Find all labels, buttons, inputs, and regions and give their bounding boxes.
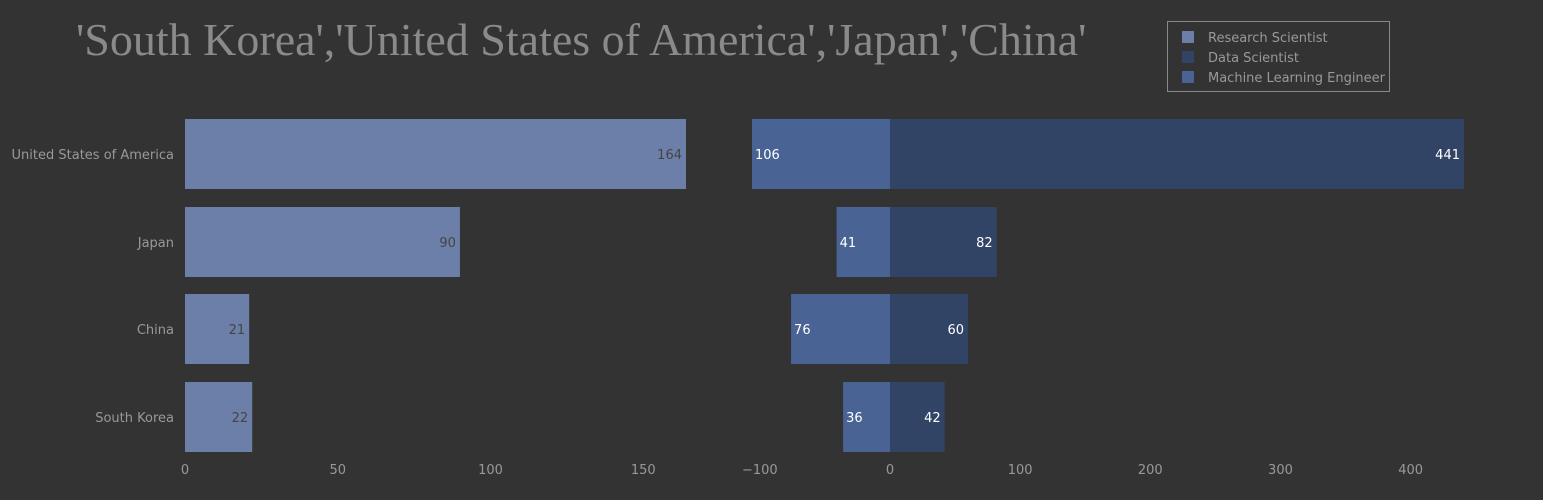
bar-research-scientist-japan bbox=[185, 207, 460, 277]
data-label-data-scientist-south-korea: 42 bbox=[924, 411, 941, 426]
bar-research-scientist-south-korea bbox=[185, 382, 253, 452]
data-label-research-scientist-united-states-of-america: 164 bbox=[657, 148, 682, 163]
data-label-data-scientist-japan: 82 bbox=[976, 236, 993, 251]
data-label-research-scientist-japan: 90 bbox=[439, 236, 456, 251]
legend[interactable]: Research Scientist Data Scientist Machine … bbox=[1167, 21, 1390, 92]
x-tick-left-1: 50 bbox=[329, 463, 346, 478]
left-panel: United States of America Japan China South … bbox=[12, 119, 686, 478]
bar-machine-learning-engineer-south-korea bbox=[843, 382, 890, 452]
data-label-machine-learning-engineer-china: 76 bbox=[794, 323, 811, 338]
legend-label-data-scientist[interactable]: Data Scientist bbox=[1208, 51, 1299, 66]
data-label-research-scientist-south-korea: 22 bbox=[232, 411, 249, 426]
category-label-united-states-of-america: United States of America bbox=[12, 148, 174, 163]
data-label-data-scientist-china: 60 bbox=[948, 323, 965, 338]
x-tick-right-0: −100 bbox=[742, 463, 778, 478]
x-tick-right-5: 400 bbox=[1398, 463, 1423, 478]
x-tick-right-1: 0 bbox=[886, 463, 894, 478]
bar-data-scientist-south-korea bbox=[889, 382, 945, 452]
right-panel: 441 82 60 42 106 41 76 36 −100 0 100 200 300 400 bbox=[742, 119, 1464, 478]
bar-machine-learning-engineer-united-states-of-america bbox=[752, 119, 890, 189]
bar-research-scientist-united-states-of-america bbox=[185, 119, 686, 189]
bar-data-scientist-china bbox=[889, 294, 969, 364]
x-tick-left-3: 150 bbox=[631, 463, 656, 478]
chart-title: 'South Korea','United States of America'… bbox=[76, 14, 1086, 65]
x-tick-right-2: 100 bbox=[1008, 463, 1033, 478]
x-tick-left-0: 0 bbox=[181, 463, 189, 478]
bar-machine-learning-engineer-japan bbox=[836, 207, 890, 277]
legend-swatch-data-scientist[interactable] bbox=[1182, 51, 1194, 63]
data-label-machine-learning-engineer-japan: 41 bbox=[840, 236, 857, 251]
x-tick-right-4: 300 bbox=[1268, 463, 1293, 478]
data-label-machine-learning-engineer-united-states-of-america: 106 bbox=[755, 148, 780, 163]
bar-research-scientist-china bbox=[185, 294, 250, 364]
data-label-research-scientist-china: 21 bbox=[229, 323, 246, 338]
category-label-china: China bbox=[137, 323, 174, 338]
legend-swatch-research-scientist[interactable] bbox=[1182, 31, 1194, 43]
bar-data-scientist-japan bbox=[889, 207, 997, 277]
category-label-south-korea: South Korea bbox=[95, 411, 174, 426]
x-tick-right-3: 200 bbox=[1138, 463, 1163, 478]
data-label-machine-learning-engineer-south-korea: 36 bbox=[846, 411, 863, 426]
legend-swatch-machine-learning-engineer[interactable] bbox=[1182, 71, 1194, 83]
data-label-data-scientist-united-states-of-america: 441 bbox=[1435, 148, 1460, 163]
legend-box bbox=[1167, 21, 1390, 92]
legend-label-research-scientist[interactable]: Research Scientist bbox=[1208, 31, 1328, 46]
x-tick-left-2: 100 bbox=[478, 463, 503, 478]
category-label-japan: Japan bbox=[137, 236, 174, 251]
bar-machine-learning-engineer-china bbox=[791, 294, 890, 364]
legend-label-machine-learning-engineer[interactable]: Machine Learning Engineer bbox=[1208, 71, 1386, 86]
bar-data-scientist-united-states-of-america bbox=[889, 119, 1464, 189]
